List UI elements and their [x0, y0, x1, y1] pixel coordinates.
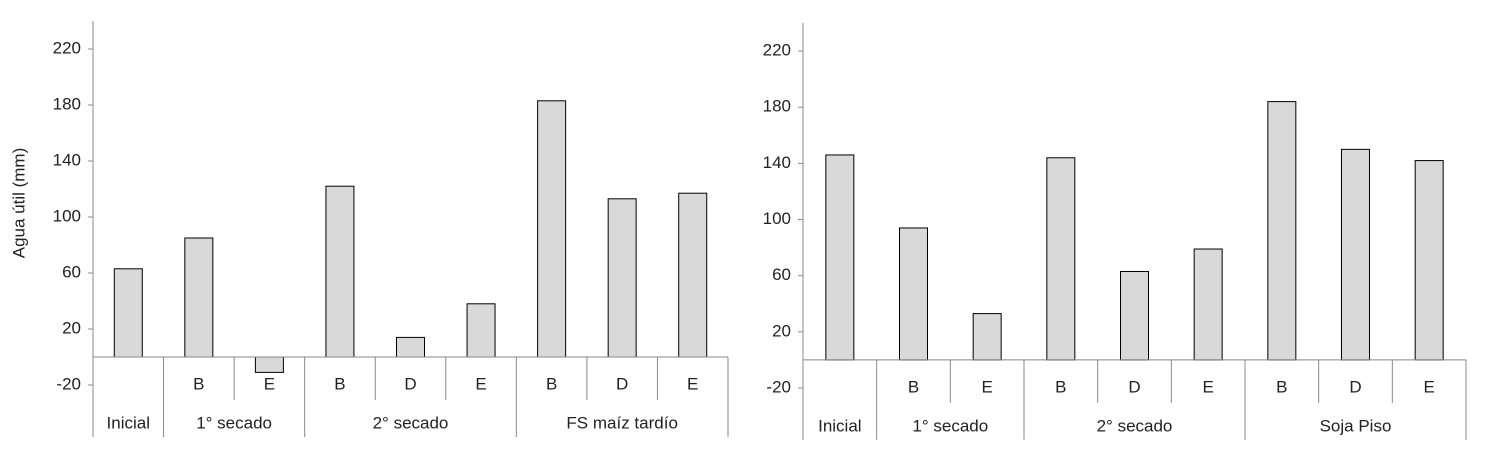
- group-label: 1° secado: [912, 416, 988, 435]
- group-label: 2° secado: [373, 413, 449, 432]
- y-tick-label: 140: [763, 153, 791, 172]
- x-tick-label: B: [193, 374, 204, 393]
- bar: [1120, 270, 1149, 361]
- y-tick-label: 20: [772, 321, 791, 340]
- bar: [466, 303, 496, 358]
- x-tick-label: E: [475, 374, 486, 393]
- y-tick-label: 180: [763, 97, 791, 116]
- y-tick-label: 60: [772, 265, 791, 284]
- bar: [396, 336, 425, 358]
- bar: [825, 154, 855, 361]
- x-tick-label: B: [908, 377, 919, 396]
- bar: [1046, 157, 1076, 361]
- group-label: 2° secado: [1097, 416, 1173, 435]
- y-tick-label: -20: [56, 374, 81, 393]
- y-tick-label: 20: [62, 318, 81, 337]
- y-tick-label: -20: [766, 377, 791, 396]
- bar: [972, 313, 1002, 361]
- x-tick-label: D: [404, 374, 416, 393]
- bar: [254, 356, 284, 373]
- x-tick-label: D: [1349, 377, 1361, 396]
- x-tick-label: D: [1128, 377, 1140, 396]
- bar: [1193, 248, 1223, 361]
- bar: [113, 268, 143, 358]
- group-label: Soja Piso: [1320, 416, 1392, 435]
- bar: [899, 227, 928, 361]
- y-tick-label: 180: [53, 94, 81, 113]
- bar: [184, 237, 214, 358]
- group-label: FS maíz tardío: [566, 413, 677, 432]
- bar: [678, 192, 708, 358]
- y-tick-label: 220: [763, 41, 791, 60]
- x-tick-label: B: [334, 374, 345, 393]
- bar: [1341, 148, 1370, 361]
- y-tick-label: 140: [53, 150, 81, 169]
- x-tick-label: E: [264, 374, 275, 393]
- bar: [537, 100, 567, 358]
- x-tick-label: B: [1276, 377, 1287, 396]
- bar: [325, 185, 355, 358]
- bar: [1414, 160, 1444, 361]
- y-tick-label: 60: [62, 262, 81, 281]
- bar: [1267, 101, 1297, 361]
- x-tick-label: B: [546, 374, 557, 393]
- x-tick-label: B: [1055, 377, 1066, 396]
- bar: [607, 198, 637, 358]
- x-tick-label: E: [981, 377, 992, 396]
- x-tick-label: E: [687, 374, 698, 393]
- group-label: 1° secado: [196, 413, 272, 432]
- group-label: Inicial: [818, 416, 861, 435]
- y-tick-label: 220: [53, 38, 81, 57]
- x-tick-label: E: [1423, 377, 1434, 396]
- group-label: Inicial: [107, 413, 150, 432]
- y-tick-label: 100: [53, 206, 81, 225]
- y-tick-label: 100: [763, 209, 791, 228]
- x-tick-label: D: [616, 374, 628, 393]
- x-tick-label: E: [1202, 377, 1213, 396]
- y-axis-title: Agua útil (mm): [9, 148, 28, 259]
